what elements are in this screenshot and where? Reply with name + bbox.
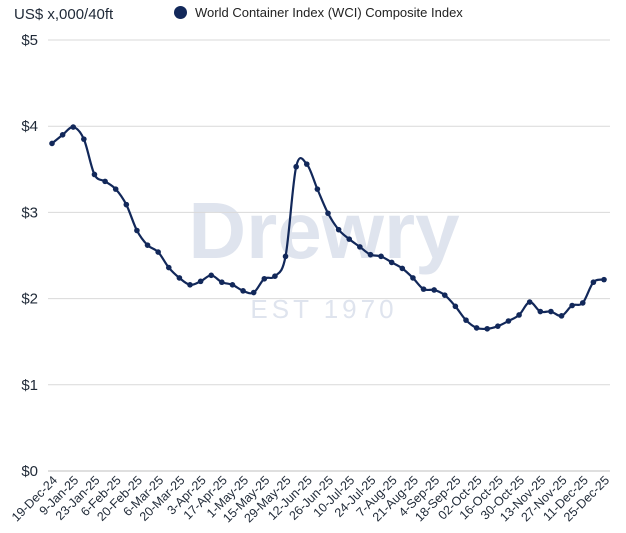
data-point <box>548 308 554 315</box>
data-point <box>102 178 108 185</box>
data-point <box>176 275 183 281</box>
data-point <box>144 242 151 248</box>
data-point <box>229 282 236 288</box>
data-point <box>123 201 130 208</box>
legend-marker <box>174 6 187 19</box>
data-point <box>335 226 342 233</box>
data-point <box>91 171 98 178</box>
data-point <box>558 313 565 319</box>
data-point <box>410 275 416 281</box>
data-point <box>452 303 459 310</box>
data-point <box>579 300 586 306</box>
data-point <box>240 288 246 294</box>
y-tick-label: $5 <box>21 32 38 49</box>
watermark-text: Drewry <box>188 186 460 275</box>
data-point <box>537 308 544 315</box>
data-point <box>303 161 310 167</box>
data-point <box>526 299 533 305</box>
series-layer <box>49 124 607 332</box>
data-point <box>112 186 119 192</box>
data-point <box>569 302 575 309</box>
y-axis-label: US$ x,000/40ft <box>14 6 114 23</box>
data-point <box>155 249 161 255</box>
data-point <box>463 317 469 323</box>
data-point <box>420 286 427 292</box>
data-point <box>250 289 257 296</box>
data-point <box>441 292 448 298</box>
data-point <box>293 163 299 170</box>
data-point <box>484 325 491 332</box>
data-point <box>134 227 140 234</box>
data-point <box>378 253 384 260</box>
data-point <box>590 279 597 286</box>
data-point <box>367 251 374 258</box>
data-point <box>187 282 193 288</box>
y-tick-label: $1 <box>21 377 38 394</box>
data-point <box>282 253 289 260</box>
data-point <box>357 244 363 250</box>
data-point <box>272 273 278 279</box>
data-point <box>399 265 406 272</box>
data-point <box>208 272 215 279</box>
data-point <box>516 312 522 318</box>
data-point <box>431 287 437 293</box>
data-point <box>219 279 225 286</box>
data-point <box>49 140 55 147</box>
y-tick-label: $2 <box>21 291 38 308</box>
data-point <box>325 210 331 217</box>
data-point <box>505 318 512 324</box>
data-point <box>495 323 501 329</box>
data-point <box>81 136 87 142</box>
data-point <box>601 276 607 283</box>
legend: World Container Index (WCI) Composite In… <box>174 5 463 20</box>
data-point <box>197 278 204 285</box>
data-point <box>59 132 66 138</box>
y-tick-label: $0 <box>21 463 38 480</box>
gridlines <box>48 39 610 472</box>
data-point <box>70 124 77 130</box>
data-point <box>314 186 321 192</box>
x-axis-ticks: 19-Dec-249-Jan-2523-Jan-256-Feb-2520-Feb… <box>9 473 612 525</box>
data-point <box>261 275 268 282</box>
data-point <box>165 264 172 271</box>
y-axis-ticks: $0 $1 $2 $3 $4 $5 <box>21 32 38 480</box>
data-point <box>473 325 480 331</box>
y-tick-label: $4 <box>21 118 38 135</box>
data-point <box>388 259 395 266</box>
y-tick-label: $3 <box>21 204 38 221</box>
data-point <box>346 236 353 242</box>
legend-label: World Container Index (WCI) Composite In… <box>195 5 463 20</box>
